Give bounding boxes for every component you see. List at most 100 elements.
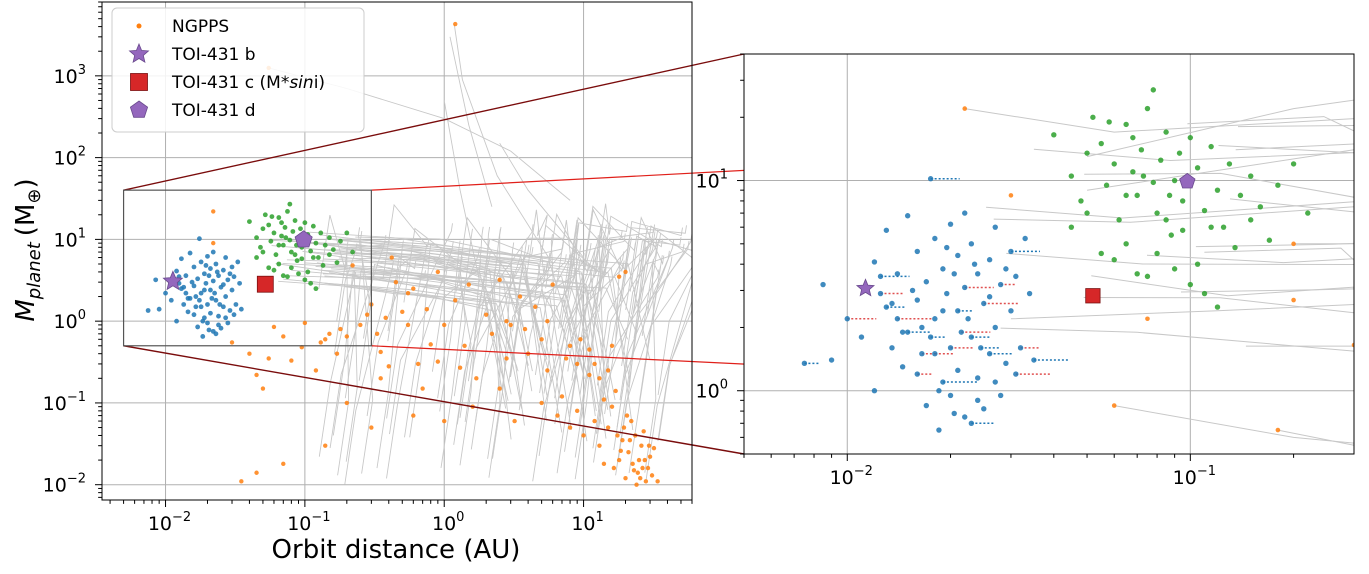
inner-population-point bbox=[965, 316, 970, 321]
inner-population-point bbox=[223, 315, 228, 320]
inner-population-point bbox=[981, 406, 986, 411]
ngpps-point bbox=[369, 425, 373, 429]
outer-population-point bbox=[311, 255, 316, 260]
inner-population-point bbox=[915, 249, 920, 254]
ngpps-point bbox=[474, 376, 478, 380]
inner-population-point bbox=[199, 260, 204, 265]
outer-population-point bbox=[1069, 173, 1074, 178]
outer-population-point bbox=[1084, 210, 1089, 215]
outer-population-point bbox=[1305, 210, 1310, 215]
tick-base: 10 bbox=[696, 381, 720, 403]
outer-population-point bbox=[1172, 178, 1177, 183]
outer-population-point bbox=[1275, 183, 1280, 188]
planet-b-marker bbox=[163, 271, 182, 289]
inner-population-point bbox=[919, 325, 924, 330]
legend-ngpps-marker bbox=[137, 24, 142, 29]
inner-population-point bbox=[230, 288, 235, 293]
outer-population-point bbox=[1227, 161, 1232, 166]
outer-population-point bbox=[1163, 129, 1168, 134]
inner-population-point bbox=[940, 266, 945, 271]
ngpps-point bbox=[406, 291, 410, 295]
outer-population-point bbox=[1051, 132, 1056, 137]
inner-population-point bbox=[932, 236, 937, 241]
inner-population-point bbox=[181, 302, 186, 307]
ngpps-point bbox=[289, 358, 293, 362]
outer-population-point bbox=[1215, 304, 1220, 309]
planet-c-marker bbox=[257, 276, 273, 292]
inner-population-point bbox=[998, 282, 1003, 287]
outer-population-point bbox=[296, 271, 301, 276]
ngpps-point bbox=[266, 356, 270, 360]
y-label-subscript: planet bbox=[24, 241, 45, 300]
ngpps-point bbox=[1145, 316, 1150, 321]
inner-population-point bbox=[905, 329, 910, 334]
outer-population-point bbox=[254, 255, 259, 260]
inner-population-point bbox=[190, 280, 195, 285]
evolution-track bbox=[345, 261, 394, 485]
outer-population-point bbox=[323, 243, 328, 248]
tick-exponent: −1 bbox=[67, 390, 86, 405]
inner-population-point bbox=[214, 331, 219, 336]
inner-population-point bbox=[186, 296, 191, 301]
ngpps-point bbox=[429, 342, 433, 346]
inner-population-point bbox=[969, 421, 974, 426]
legend-label: TOI-431 d bbox=[171, 101, 256, 121]
inner-population-point bbox=[978, 345, 983, 350]
outer-population-point bbox=[254, 235, 259, 240]
ngpps-point bbox=[578, 337, 582, 341]
ngpps-point bbox=[628, 438, 632, 442]
inner-population-point bbox=[205, 302, 210, 307]
ngpps-point bbox=[375, 332, 379, 336]
tick-exponent: −1 bbox=[311, 510, 330, 525]
outer-population-point bbox=[1123, 193, 1128, 198]
ngpps-point bbox=[630, 462, 634, 466]
outer-population-point bbox=[1154, 210, 1159, 215]
ngpps-point bbox=[1291, 242, 1296, 247]
inner-population-point bbox=[1008, 249, 1013, 254]
inner-population-point bbox=[948, 221, 953, 226]
inner-population-point bbox=[239, 307, 244, 312]
inner-population-point bbox=[975, 375, 980, 380]
inner-population-point bbox=[174, 319, 179, 324]
ngpps-point bbox=[587, 373, 591, 377]
inner-population-point bbox=[940, 379, 945, 384]
inner-population-point bbox=[192, 265, 197, 270]
ngpps-point bbox=[623, 270, 627, 274]
outer-population-point bbox=[1169, 232, 1174, 237]
outer-population-point bbox=[266, 223, 271, 228]
outer-population-point bbox=[293, 252, 298, 257]
outer-population-point bbox=[279, 220, 284, 225]
ngpps-point bbox=[634, 483, 638, 487]
outer-population-point bbox=[1202, 291, 1207, 296]
inner-population-point bbox=[993, 325, 998, 330]
inner-population-point bbox=[884, 304, 889, 309]
ngpps-point bbox=[497, 386, 501, 390]
ngpps-point bbox=[358, 323, 362, 327]
outer-population-point bbox=[1084, 150, 1089, 155]
outer-population-point bbox=[1208, 224, 1213, 229]
legend-label-part: TOI-431 b bbox=[171, 45, 256, 65]
ngpps-point bbox=[436, 359, 440, 363]
ngpps-point bbox=[490, 332, 494, 336]
inner-population-point bbox=[212, 291, 217, 296]
ngpps-point bbox=[365, 312, 369, 316]
ngpps-point bbox=[420, 386, 424, 390]
ngpps-point bbox=[606, 425, 610, 429]
ngpps-point bbox=[211, 209, 215, 213]
inner-population-point bbox=[146, 308, 151, 313]
outer-population-point bbox=[1104, 183, 1109, 188]
inner-population-point bbox=[186, 309, 191, 314]
ngpps-point bbox=[622, 425, 626, 429]
outer-population-point bbox=[270, 214, 275, 219]
ngpps-point bbox=[623, 476, 627, 480]
tick-base: 10 bbox=[54, 148, 78, 170]
y-label-unit-open: (M bbox=[11, 204, 41, 237]
inner-population-point bbox=[197, 236, 202, 241]
outer-population-point bbox=[314, 286, 319, 291]
outer-population-point bbox=[1180, 198, 1185, 203]
outer-population-point bbox=[308, 281, 313, 286]
ngpps-point bbox=[625, 413, 629, 417]
ngpps-point bbox=[504, 356, 508, 360]
outer-population-point bbox=[276, 243, 281, 248]
